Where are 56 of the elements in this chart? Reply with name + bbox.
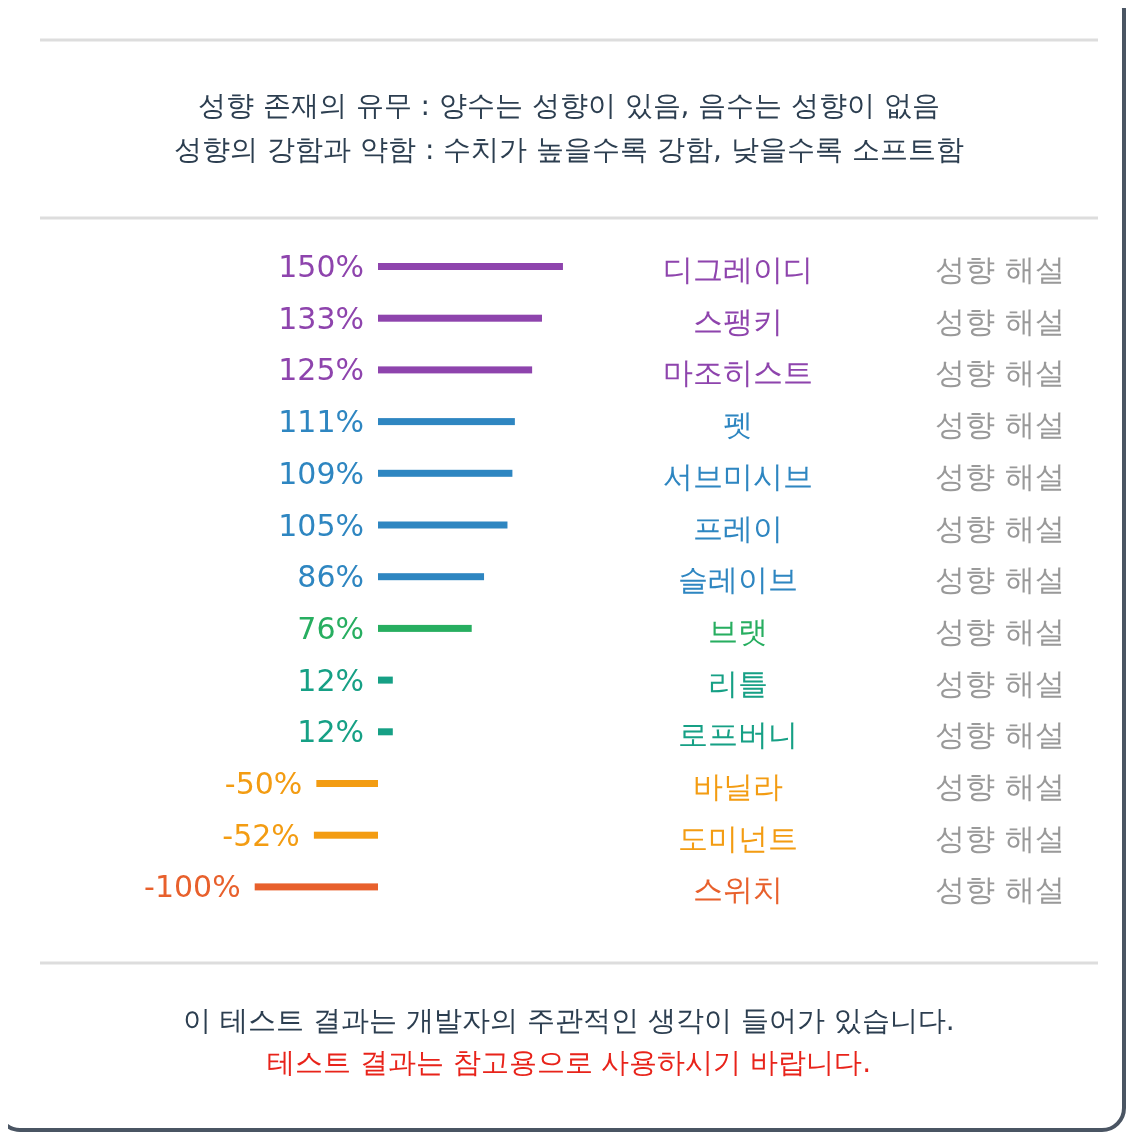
y-tick-label: 바닐라 bbox=[693, 769, 783, 804]
y-tick-label: 펫 bbox=[723, 407, 753, 443]
data-label: 12% bbox=[297, 662, 364, 698]
text: 성향 해설 bbox=[935, 407, 1065, 443]
data-label: 109% bbox=[278, 455, 364, 491]
data-label: 111% bbox=[278, 404, 364, 440]
text: 성향 해설 bbox=[935, 872, 1065, 908]
chart-title: 성향 존재의 유무 : 양수는 성향이 있음, 음수는 성향이 없음 bbox=[197, 89, 941, 122]
y-tick-label: 서브미시브 bbox=[663, 458, 813, 494]
y-tick-label: 스팽키 bbox=[693, 303, 783, 339]
text: 성향 해설 bbox=[935, 717, 1065, 753]
y-tick-label: 로프버니 bbox=[678, 717, 798, 753]
data-label: -52% bbox=[222, 817, 300, 853]
y-tick-label: 도미넌트 bbox=[678, 820, 798, 856]
text: 성향 해설 bbox=[935, 769, 1065, 804]
bar bbox=[378, 418, 515, 426]
text: 이 테스트 결과는 개발자의 주관적인 생각이 들어가 있습니다. bbox=[183, 1004, 955, 1037]
text: 성향 해설 bbox=[935, 510, 1065, 546]
bar bbox=[378, 521, 508, 529]
bar bbox=[378, 469, 513, 477]
text: 성향 해설 bbox=[935, 303, 1065, 339]
bar bbox=[316, 780, 378, 787]
text: 성향 해설 bbox=[935, 820, 1065, 856]
text: 테스트 결과는 참고용으로 사용하시기 바랍니다. bbox=[266, 1046, 872, 1079]
bar bbox=[378, 366, 533, 374]
data-label: 12% bbox=[297, 714, 364, 750]
y-tick-label: 브랫 bbox=[708, 613, 768, 649]
bar bbox=[313, 831, 378, 839]
y-tick-label: 리틀 bbox=[708, 665, 768, 701]
y-tick-label: 프레이 bbox=[693, 510, 783, 546]
bar bbox=[378, 573, 485, 581]
data-label: -50% bbox=[224, 766, 303, 801]
text: 성향 해설 bbox=[935, 665, 1065, 701]
data-label: 125% bbox=[278, 352, 364, 388]
chart-subtitle: 성향의 강함과 약함 : 수치가 높을수록 강함, 낮을수록 소프트함 bbox=[174, 133, 964, 166]
y-tick-label: 슬레이브 bbox=[678, 562, 798, 598]
text: 성향 해설 bbox=[935, 562, 1065, 598]
data-label: 76% bbox=[297, 610, 364, 646]
bar bbox=[378, 263, 563, 270]
text: 성향 해설 bbox=[935, 613, 1065, 649]
data-label: 133% bbox=[278, 300, 364, 336]
text: 성향 해설 bbox=[935, 355, 1065, 391]
data-label: -100% bbox=[144, 869, 241, 905]
text: 성향 해설 bbox=[935, 252, 1065, 287]
bar bbox=[378, 676, 393, 684]
data-label: 150% bbox=[278, 249, 364, 284]
y-tick-label: 스위치 bbox=[693, 872, 783, 908]
text: 성향 해설 bbox=[935, 458, 1065, 494]
y-tick-label: 디그레이디 bbox=[663, 252, 813, 287]
data-label: 105% bbox=[278, 507, 364, 543]
y-tick-label: 마조히스트 bbox=[663, 355, 813, 391]
bar bbox=[378, 624, 472, 632]
bar bbox=[378, 728, 393, 736]
bar bbox=[254, 883, 378, 891]
data-label: 86% bbox=[297, 559, 364, 595]
bar bbox=[378, 314, 542, 322]
